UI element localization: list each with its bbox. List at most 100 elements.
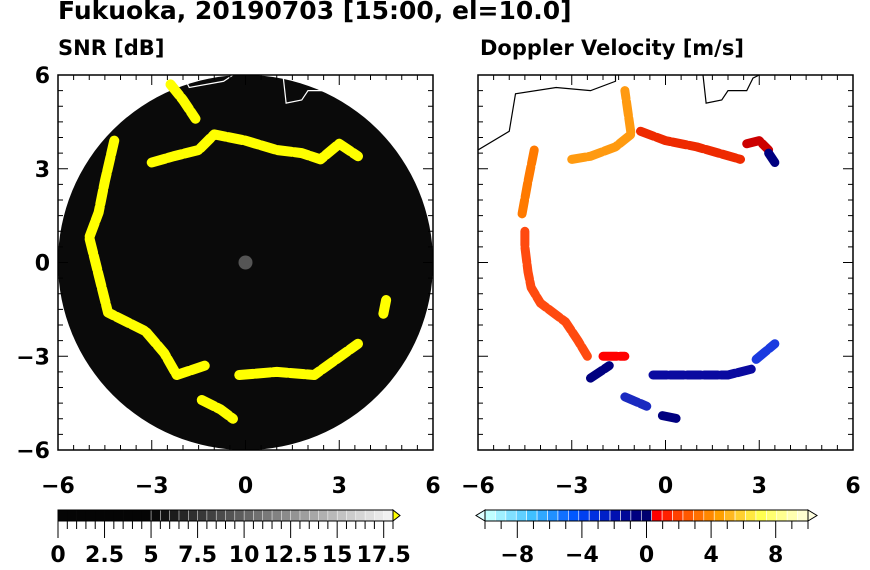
colorbar-cell [651, 509, 663, 522]
x-tick-label: 0 [238, 474, 253, 499]
colorbar-cell [58, 510, 68, 521]
colorbar-extend-max [807, 509, 818, 522]
x-tick-label: 3 [752, 474, 767, 499]
colorbar-cell [682, 509, 694, 522]
x-tick-label: −3 [555, 474, 589, 499]
radar-site [238, 255, 253, 270]
x-tick-label: 6 [845, 474, 860, 499]
colorbar-cell [271, 509, 282, 522]
colorbar-cell [599, 509, 611, 522]
colorbar-cell [225, 509, 236, 522]
x-tick-label: 0 [658, 474, 673, 499]
colorbar-cell [547, 509, 559, 522]
echo-segment-1 [517, 145, 539, 221]
echo-segment-4 [742, 136, 774, 155]
echo-segment-7 [586, 361, 614, 383]
colorbar-cell [724, 509, 736, 522]
echo-segment-3 [234, 338, 363, 380]
colorbar-cell [160, 509, 171, 522]
colorbar-cell [104, 510, 115, 521]
colorbar-cell [609, 509, 621, 522]
colorbar-cell [703, 509, 715, 522]
echo-segment-5 [764, 148, 780, 167]
x-tick-label: −6 [41, 474, 75, 499]
colorbar-extend-max [392, 508, 401, 523]
colorbar-cell [495, 509, 507, 522]
colorbar-cell [536, 509, 548, 522]
colorbar-tick-label: 7.5 [178, 543, 217, 568]
colorbar-tick-label: 10 [229, 543, 260, 568]
y-tick-label: 0 [35, 252, 50, 277]
colorbar-cell [661, 509, 673, 522]
colorbar-cell [290, 509, 301, 522]
echo-segment-5 [378, 295, 392, 321]
colorbar-tick-label: −4 [565, 543, 599, 568]
colorbar-cell [776, 509, 788, 522]
colorbar-cell [505, 509, 517, 522]
colorbar-cell [640, 509, 653, 522]
colorbar-cell [67, 510, 77, 521]
colorbar-cell [309, 509, 320, 522]
snr-panel: −6 −3 0 3 6 6 3 0 −3 −6 0 2.5 5 7.5 10 12.5 15 17.5 [16, 64, 440, 568]
echo-segment-10 [620, 392, 652, 411]
x-tick-label: −6 [461, 474, 495, 499]
colorbar-cell [797, 509, 809, 522]
colorbar-cell [588, 509, 600, 522]
doppler-subtitle: Doppler Velocity [m/s] [480, 36, 744, 60]
colorbar-cell [197, 509, 208, 522]
coastline [182, 75, 234, 89]
coastline [702, 75, 760, 104]
colorbar-cell [76, 510, 87, 521]
colorbar-cell [355, 509, 366, 522]
colorbar-cell [113, 510, 124, 521]
colorbar-cell [713, 509, 725, 522]
x-tick-label: 3 [332, 474, 347, 499]
colorbar-cell [178, 509, 189, 522]
colorbar-cell [620, 509, 632, 522]
colorbar-tick-label: 12.5 [263, 543, 317, 568]
colorbar-cell [318, 509, 329, 522]
colorbar-cell [132, 510, 143, 521]
axes-frame [477, 74, 854, 451]
snr-subtitle: SNR [dB] [58, 36, 165, 60]
colorbar-cell [299, 509, 310, 522]
plot-area [58, 75, 433, 450]
colorbar-tick-label: 17.5 [357, 543, 411, 568]
x-tick-label: −3 [135, 474, 169, 499]
colorbar-cell [336, 509, 348, 522]
colorbar-cell [215, 509, 227, 522]
colorbar-cell [755, 509, 767, 522]
colorbar-cell [234, 509, 245, 522]
colorbar-cell [383, 509, 394, 522]
y-tick-label: 3 [35, 158, 50, 183]
echo-segment-9 [751, 339, 780, 364]
colorbar-tick-label: 2.5 [85, 543, 124, 568]
colorbar-cell [243, 509, 254, 522]
figure-title: Fukuoka, 20190703 [15:00, el=10.0] [58, 0, 572, 25]
coastline [282, 75, 340, 104]
colorbar-cell [578, 509, 590, 522]
x-tick-label: 6 [425, 474, 440, 499]
colorbar-cell [766, 509, 778, 522]
colorbar-tick-label: −8 [500, 543, 534, 568]
doppler-panel: −6 −3 0 3 6 −8 −4 0 4 8 [461, 74, 861, 568]
colorbar-cell [95, 510, 105, 521]
colorbar-cell [374, 509, 385, 522]
colorbar-extend-min [475, 509, 486, 522]
colorbar-cell [262, 509, 273, 522]
colorbar-cell [672, 509, 684, 522]
colorbar-cell [123, 510, 133, 521]
colorbar-cell [526, 509, 538, 522]
colorbar-cell [734, 509, 746, 522]
colorbar: −8 −4 0 4 8 [475, 509, 818, 568]
colorbar-tick-label: 0 [639, 543, 654, 568]
y-tick-label: 6 [35, 64, 50, 89]
colorbar-cell [693, 509, 705, 522]
colorbar-cell [515, 509, 527, 522]
colorbar-cell [85, 510, 96, 521]
coastline [478, 75, 617, 151]
colorbar-cell [630, 509, 642, 522]
y-tick-label: −6 [16, 439, 50, 464]
